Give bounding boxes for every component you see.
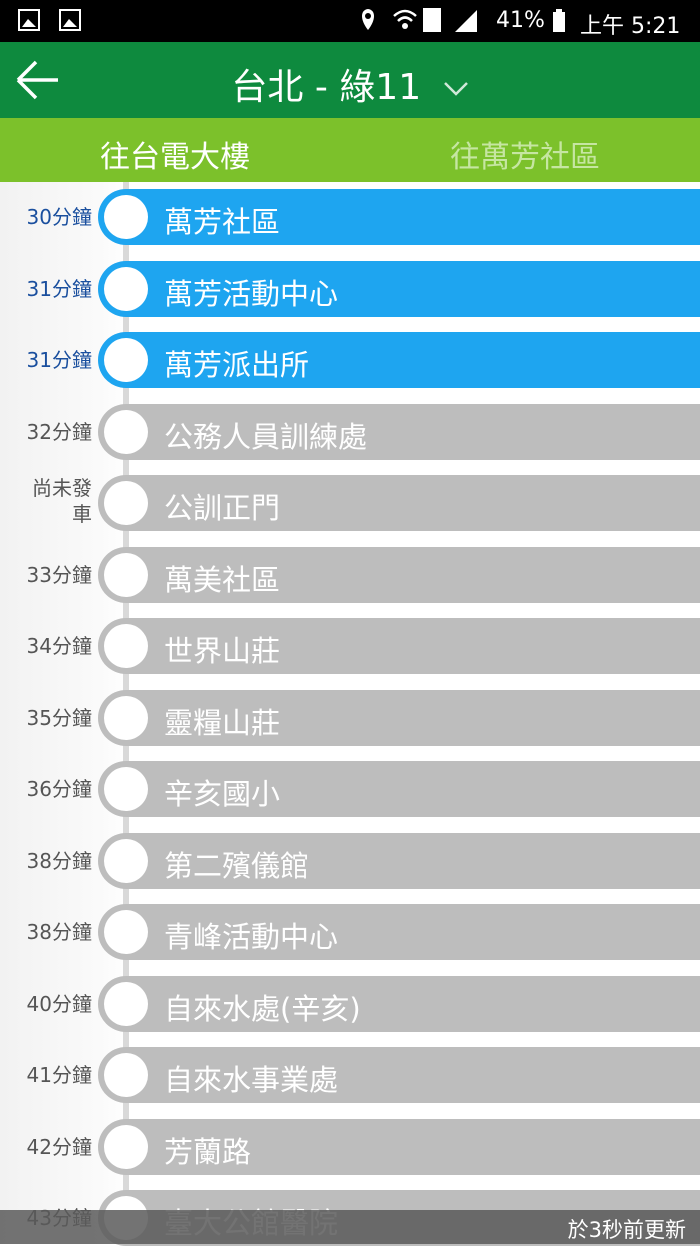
stop-pill xyxy=(98,332,700,388)
stop-row[interactable]: 38分鐘 青峰活動中心 xyxy=(0,904,700,960)
arrival-time: 38分鐘 xyxy=(26,920,92,944)
direction-tab[interactable]: 往台電大樓 xyxy=(100,140,250,175)
battery-level: 41% xyxy=(496,8,545,33)
direction-tab[interactable]: 往萬芳社區 xyxy=(450,140,600,175)
arrival-time: 34分鐘 xyxy=(26,634,92,658)
stop-marker xyxy=(104,481,148,525)
stop-row[interactable]: 31分鐘 萬芳派出所 xyxy=(0,332,700,388)
stop-name: 萬芳派出所 xyxy=(164,348,310,382)
stop-row[interactable]: 32分鐘 公務人員訓練處 xyxy=(0,403,700,460)
stop-marker xyxy=(104,767,148,811)
stop-name: 公訓正門 xyxy=(164,491,281,525)
stop-marker xyxy=(104,910,148,954)
clock: 上午 5:21 xyxy=(580,14,681,39)
route-title[interactable]: 台北 - 綠11 xyxy=(0,58,700,110)
stop-marker xyxy=(104,981,148,1026)
stop-marker xyxy=(104,266,148,311)
stop-row[interactable]: 41分鐘 自來水事業處 xyxy=(0,1047,700,1103)
stop-pill xyxy=(98,689,700,746)
stop-row[interactable]: 34分鐘 世界山莊 xyxy=(0,618,700,674)
stop-pill xyxy=(98,546,700,603)
stop-name: 自來水處(辛亥) xyxy=(164,991,361,1026)
stop-marker xyxy=(104,695,148,740)
stop-name: 萬美社區 xyxy=(164,562,281,597)
stop-pill xyxy=(98,975,700,1032)
stop-marker xyxy=(104,195,148,239)
stop-pill xyxy=(98,403,700,460)
update-bar: 於3秒前更新 xyxy=(0,1210,700,1244)
stop-marker xyxy=(104,409,148,454)
arrival-time: 36分鐘 xyxy=(26,777,92,801)
stop-pill xyxy=(98,904,700,960)
stop-name: 公務人員訓練處 xyxy=(164,419,368,454)
stop-name: 辛亥國小 xyxy=(164,777,281,811)
arrival-time: 35分鐘 xyxy=(26,705,92,730)
app-header: 台北 - 綠11 xyxy=(0,42,700,118)
arrival-time: 31分鐘 xyxy=(26,276,92,301)
stop-marker xyxy=(104,552,148,597)
route-title-text: 台北 - 綠11 xyxy=(231,67,422,108)
stop-name: 青峰活動中心 xyxy=(164,920,339,954)
status-icons xyxy=(18,8,565,32)
direction-tabs: 往台電大樓 往萬芳社區 xyxy=(0,118,700,182)
stop-row[interactable]: 31分鐘 萬芳活動中心 xyxy=(0,260,700,317)
stop-pill xyxy=(98,832,700,889)
arrival-time: 42分鐘 xyxy=(26,1134,92,1159)
stop-marker xyxy=(104,338,148,382)
stop-name: 世界山莊 xyxy=(164,634,281,668)
stop-name: 芳蘭路 xyxy=(164,1134,252,1169)
arrival-time: 40分鐘 xyxy=(26,991,92,1016)
arrival-time: 32分鐘 xyxy=(26,419,92,444)
stop-marker xyxy=(104,1053,148,1097)
stop-pill xyxy=(98,1047,700,1103)
stop-name: 自來水事業處 xyxy=(164,1063,339,1097)
stop-pill xyxy=(98,260,700,317)
arrival-time: 33分鐘 xyxy=(26,562,92,587)
stop-row[interactable]: 尚未發車 公訓正門 xyxy=(0,475,700,531)
stop-marker xyxy=(104,838,148,883)
stop-name: 第二殯儀館 xyxy=(164,848,310,883)
arrival-time: 尚未發車 xyxy=(32,476,92,526)
stop-pill xyxy=(98,761,700,817)
stop-row[interactable]: 30分鐘 萬芳社區 xyxy=(0,189,700,245)
update-text: 於3秒前更新 xyxy=(567,1218,686,1242)
stop-pill xyxy=(98,1118,700,1175)
arrival-time: 30分鐘 xyxy=(26,205,92,229)
stop-row[interactable]: 42分鐘 芳蘭路 xyxy=(0,1118,700,1175)
arrival-time: 38分鐘 xyxy=(26,848,92,873)
stop-name: 萬芳社區 xyxy=(164,205,281,239)
stop-pill xyxy=(98,189,700,245)
stop-row[interactable]: 38分鐘 第二殯儀館 xyxy=(0,832,700,889)
stop-row[interactable]: 36分鐘 辛亥國小 xyxy=(0,761,700,817)
stop-pill xyxy=(98,475,700,531)
stop-name: 靈糧山莊 xyxy=(164,705,281,740)
stop-marker xyxy=(104,624,148,668)
stop-pill xyxy=(98,618,700,674)
dropdown-chevron xyxy=(443,82,468,96)
arrival-time: 41分鐘 xyxy=(26,1063,92,1087)
stop-row[interactable]: 33分鐘 萬美社區 xyxy=(0,546,700,603)
stop-list: 30分鐘 萬芳社區 31分鐘 萬芳活動中心 31分鐘 萬芳派出所 32分鐘 公務人員訓練處 尚未… xyxy=(0,182,700,1246)
stop-marker xyxy=(104,1124,148,1169)
back-button[interactable] xyxy=(12,50,72,110)
status-bar: 41% 上午 5:21 xyxy=(0,0,700,42)
stop-row[interactable]: 40分鐘 自來水處(辛亥) xyxy=(0,975,700,1032)
arrival-time: 31分鐘 xyxy=(26,348,92,372)
stop-name: 萬芳活動中心 xyxy=(164,276,339,311)
stop-row[interactable]: 35分鐘 靈糧山莊 xyxy=(0,689,700,746)
